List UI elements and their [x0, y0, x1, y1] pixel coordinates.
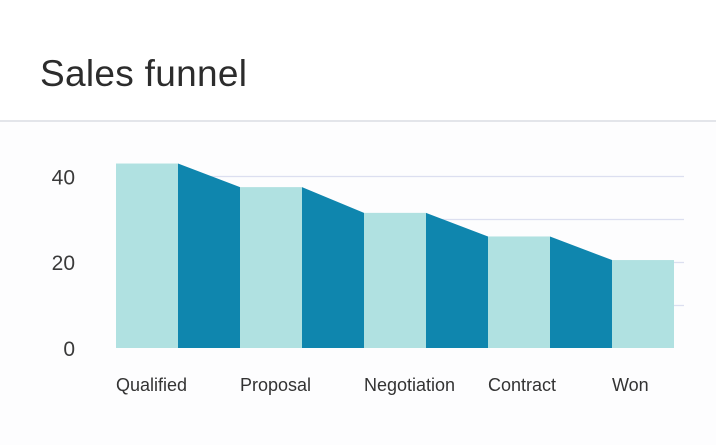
card-header: Sales funnel [0, 0, 716, 122]
category-label: Proposal [240, 375, 311, 395]
funnel-connector [426, 212, 488, 348]
funnel-bar [364, 212, 426, 348]
y-tick-label: 20 [52, 252, 75, 275]
y-tick-label: 40 [52, 166, 75, 189]
category-label: Qualified [116, 375, 187, 395]
funnel-bar [116, 163, 178, 348]
funnel-bar [240, 187, 302, 348]
funnel-connector [550, 236, 612, 348]
category-label: Contract [488, 375, 556, 395]
funnel-connector [302, 187, 364, 348]
funnel-bar [488, 236, 550, 348]
category-label: Negotiation [364, 375, 455, 395]
y-tick-label: 0 [63, 338, 75, 361]
chart-title: Sales funnel [40, 53, 248, 94]
category-label: Won [612, 375, 649, 395]
funnel-connector [178, 163, 240, 348]
funnel-bar [612, 260, 674, 348]
